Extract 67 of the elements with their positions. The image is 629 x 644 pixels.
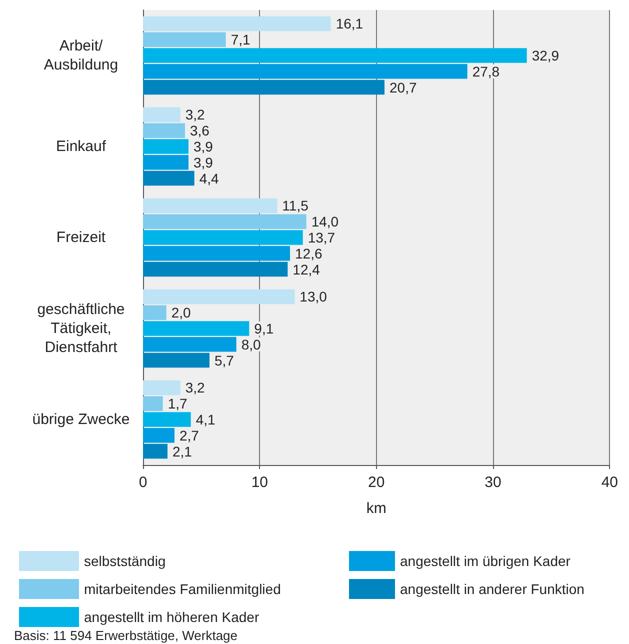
y-tick-label: Freizeit bbox=[56, 229, 106, 246]
data-label: 14,0 bbox=[311, 214, 339, 230]
bar bbox=[143, 123, 185, 138]
data-label: 32,9 bbox=[532, 48, 560, 64]
data-label: 3,9 bbox=[194, 138, 214, 154]
legend-label: angestellt im höheren Kader bbox=[84, 609, 260, 625]
bar bbox=[143, 444, 168, 459]
data-label: 2,0 bbox=[171, 304, 192, 321]
x-tick-label: 30 bbox=[484, 474, 502, 491]
bar bbox=[143, 48, 527, 63]
data-label: 27,8 bbox=[472, 63, 500, 80]
bar bbox=[143, 262, 288, 277]
bar bbox=[143, 80, 384, 95]
text: Basis: 11 594 Erwerbstätige, Werktage bbox=[14, 628, 238, 643]
bar bbox=[143, 305, 166, 320]
data-label: 2,1 bbox=[172, 443, 192, 460]
data-label: 7,1 bbox=[230, 32, 251, 48]
bar bbox=[143, 139, 188, 154]
bar bbox=[143, 337, 236, 352]
x-tick-label: 10 bbox=[251, 474, 268, 491]
data-label: 4,1 bbox=[196, 412, 216, 428]
bar bbox=[143, 230, 303, 245]
y-tick-label: übrige Zwecke bbox=[32, 411, 130, 428]
bar bbox=[143, 321, 250, 336]
bar bbox=[143, 64, 468, 79]
y-tick-label: geschäftliche Tätigkeit, Dienstfahrt bbox=[37, 301, 125, 356]
data-label: 3,6 bbox=[190, 122, 210, 139]
bar bbox=[143, 246, 290, 261]
bar bbox=[143, 396, 163, 411]
data-label: 13,0 bbox=[300, 288, 328, 305]
data-label: 3,2 bbox=[185, 106, 206, 123]
legend-label: angestellt in anderer Funktion bbox=[400, 581, 584, 597]
data-label: 12,6 bbox=[294, 245, 322, 262]
data-label: 20,7 bbox=[389, 79, 417, 96]
x-tick-label: 20 bbox=[368, 474, 385, 491]
bar bbox=[143, 428, 174, 443]
bar bbox=[143, 214, 306, 229]
bar bbox=[143, 16, 331, 32]
data-label: 3,2 bbox=[185, 380, 206, 396]
x-tick-label: 0 bbox=[138, 474, 148, 491]
data-label: 1,7 bbox=[168, 396, 188, 412]
data-label: 2,7 bbox=[180, 427, 200, 444]
y-tick-label: Einkauf bbox=[56, 138, 107, 155]
bar bbox=[143, 289, 295, 304]
bar bbox=[143, 107, 180, 122]
data-label: 11,5 bbox=[282, 198, 309, 214]
data-label: 3,9 bbox=[194, 154, 214, 170]
data-label: 16,1 bbox=[336, 16, 364, 32]
data-label: 13,7 bbox=[308, 230, 336, 246]
x-axis-title: km bbox=[366, 500, 386, 517]
bar bbox=[143, 380, 180, 396]
bar bbox=[143, 155, 188, 170]
legend-label: mitarbeitendes Familienmitglied bbox=[84, 581, 281, 597]
x-tick-label: 40 bbox=[601, 474, 618, 491]
bar bbox=[143, 352, 210, 368]
legend-label: selbstständig bbox=[84, 553, 166, 569]
y-tick-label: Arbeit/ Ausbildung bbox=[44, 38, 118, 74]
legend-label: angestellt im übrigen Kader bbox=[400, 553, 571, 569]
data-label: 4,4 bbox=[199, 170, 220, 186]
bar bbox=[143, 412, 191, 427]
bar bbox=[143, 32, 226, 47]
bar bbox=[143, 198, 278, 214]
bar bbox=[143, 170, 194, 186]
data-label: 5,7 bbox=[214, 352, 234, 368]
data-label: 9,1 bbox=[254, 320, 274, 336]
data-label: 8,0 bbox=[241, 336, 262, 352]
data-label: 12,4 bbox=[292, 261, 320, 278]
